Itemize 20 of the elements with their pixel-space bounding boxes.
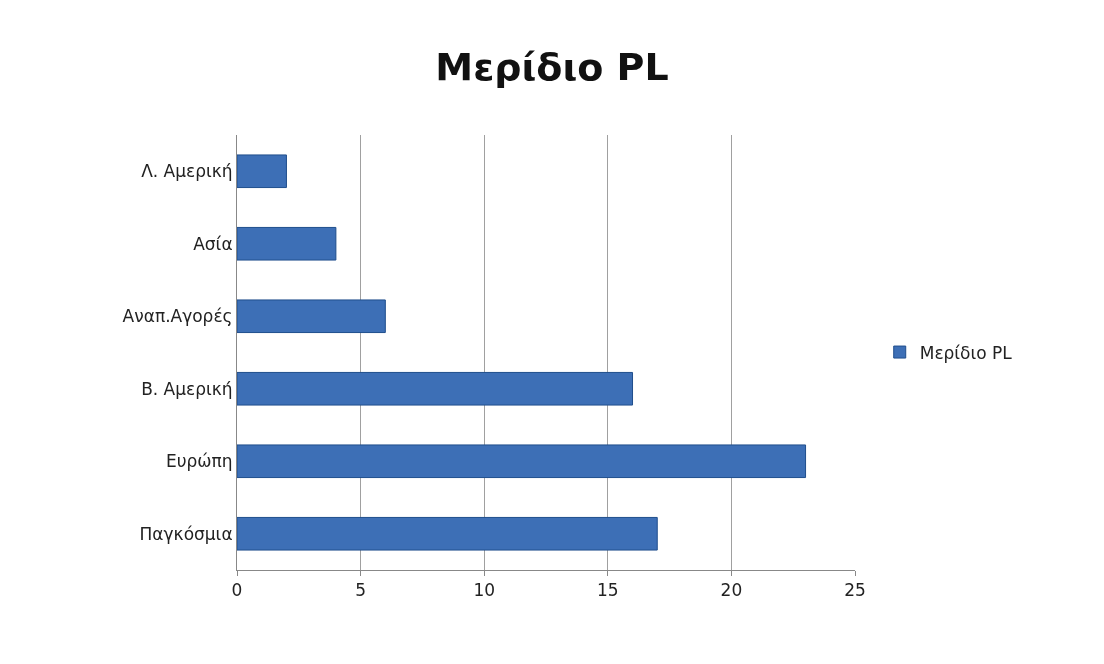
bar: [237, 516, 658, 551]
chart-title: Μερίδιο PL: [435, 44, 669, 89]
x-tick-label: 0: [231, 580, 243, 601]
y-tick-label: Ασία: [193, 233, 233, 254]
bar: [237, 154, 287, 189]
bar: [237, 226, 337, 261]
x-tick-label: 10: [473, 580, 496, 601]
x-tick-label: 15: [596, 580, 619, 601]
bar: [237, 371, 634, 406]
x-tick-label: 25: [844, 580, 866, 601]
bar: [237, 299, 386, 334]
y-tick-label: Λ. Αμερική: [141, 161, 233, 182]
x-tick-label: 5: [355, 580, 367, 601]
legend-label: Μερίδιο PL: [919, 342, 1013, 363]
y-tick-label: Παγκόσμια: [139, 523, 233, 544]
y-tick-label: Β. Αμερική: [141, 378, 233, 399]
y-tick-label: Ευρώπη: [165, 451, 233, 472]
bar: [237, 444, 807, 479]
y-tick-label: Αναπ.Αγορές: [122, 306, 233, 327]
x-tick-label: 20: [720, 580, 743, 601]
